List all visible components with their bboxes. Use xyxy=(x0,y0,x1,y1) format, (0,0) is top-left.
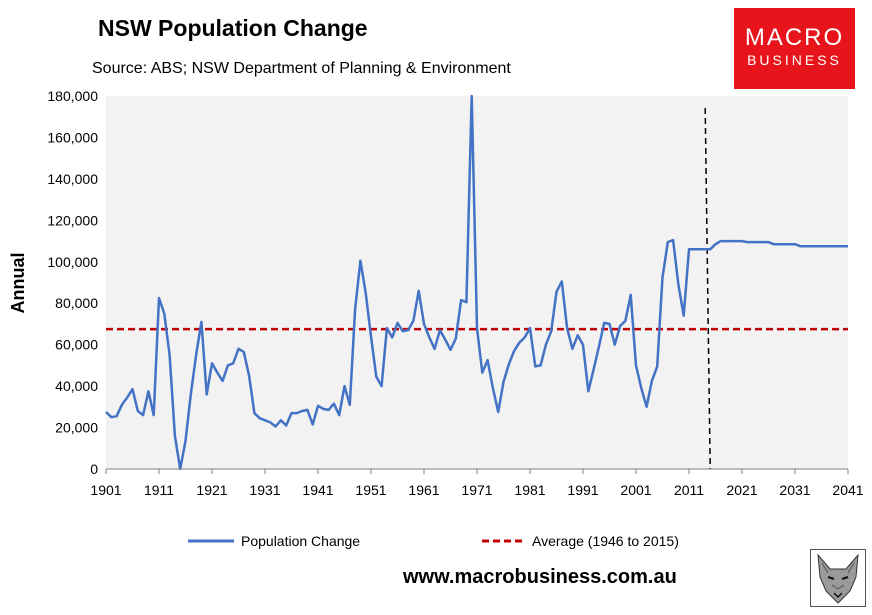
legend-label-average: Average (1946 to 2015) xyxy=(532,533,679,549)
forecast-divider-line xyxy=(704,107,711,470)
x-tick-label: 1961 xyxy=(408,482,439,498)
x-tick-label: 1921 xyxy=(196,482,227,498)
x-tick-label: 1931 xyxy=(249,482,280,498)
y-tick-label: 40,000 xyxy=(55,378,98,394)
x-tick-label: 2021 xyxy=(726,482,757,498)
legend: Population Change Average (1946 to 2015) xyxy=(188,533,679,549)
y-tick-label: 20,000 xyxy=(55,420,98,436)
x-tick-label: 1911 xyxy=(144,482,174,498)
x-tick-label: 1901 xyxy=(90,482,121,498)
logo-line1: MACRO xyxy=(744,24,845,51)
chart-title: NSW Population Change xyxy=(98,15,368,41)
y-tick-label: 100,000 xyxy=(47,254,98,270)
legend-label-population: Population Change xyxy=(241,533,360,549)
x-tick-label: 2041 xyxy=(832,482,863,498)
y-tick-label: 120,000 xyxy=(47,212,98,228)
y-axis-label: Annual xyxy=(8,253,28,314)
macrobusiness-logo[interactable]: MACRO BUSINESS xyxy=(734,8,855,89)
logo-line2: BUSINESS xyxy=(747,52,842,68)
x-tick-label: 1951 xyxy=(355,482,386,498)
x-tick-label: 1941 xyxy=(302,482,333,498)
y-tick-label: 80,000 xyxy=(55,295,98,311)
x-tick-label: 1971 xyxy=(461,482,492,498)
y-tick-label: 0 xyxy=(90,461,98,477)
x-tick-label: 2031 xyxy=(779,482,810,498)
x-tick-label: 1991 xyxy=(567,482,598,498)
y-tick-label: 160,000 xyxy=(47,129,98,145)
chart-source: Source: ABS; NSW Department of Planning … xyxy=(92,60,511,77)
x-tick-label: 1981 xyxy=(514,482,545,498)
x-tick-label: 2001 xyxy=(620,482,651,498)
wolf-logo-icon xyxy=(810,549,866,607)
y-tick-label: 180,000 xyxy=(47,88,98,104)
x-tick-label: 2011 xyxy=(674,482,704,498)
population-change-line xyxy=(105,94,848,471)
y-tick-label: 140,000 xyxy=(47,171,98,187)
y-tick-label: 60,000 xyxy=(55,337,98,353)
website-url[interactable]: www.macrobusiness.com.au xyxy=(403,566,677,588)
